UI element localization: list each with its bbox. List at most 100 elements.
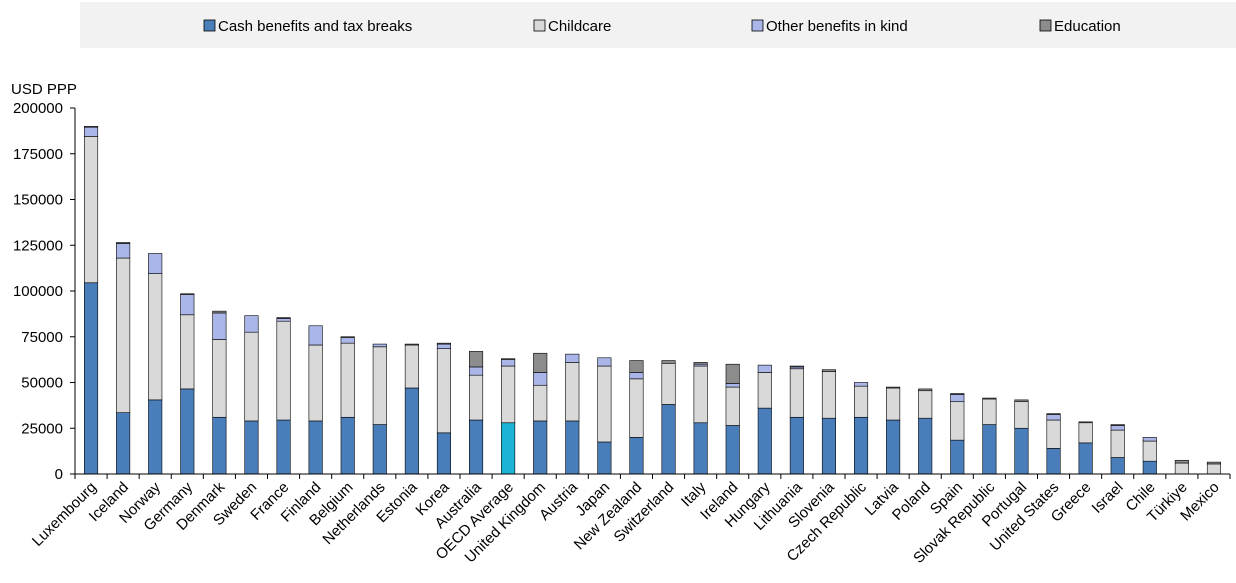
bar-segment-cash-benefits-and-tax-breaks (597, 441, 612, 475)
bar-portugal (1014, 399, 1029, 475)
bar-segment-education (212, 310, 227, 314)
bar-segment-childcare (565, 362, 580, 422)
bar-united-kingdom (533, 352, 548, 475)
legend-item-other-benefits-in-kind: Other benefits in kind (751, 18, 908, 35)
bar-segment-childcare (854, 385, 869, 418)
legend-label: Childcare (548, 18, 611, 35)
bar-segment-other-benefits-in-kind (212, 312, 227, 340)
bar-segment-other-benefits-in-kind (180, 294, 195, 316)
bar-segment-education (693, 362, 708, 365)
bar-segment-education (404, 343, 419, 346)
bar-segment-education (180, 293, 195, 295)
legend-swatch (751, 19, 764, 32)
bar-luxembourg (84, 126, 99, 475)
bar-segment-childcare (757, 372, 772, 409)
bar-segment-education (789, 365, 804, 368)
legend-item-childcare: Childcare (533, 18, 611, 35)
bar-lithuania (789, 365, 804, 475)
bar-segment-cash-benefits-and-tax-breaks (565, 420, 580, 475)
bar-segment-education (661, 360, 676, 364)
bar-segment-other-benefits-in-kind (84, 126, 99, 137)
bar-united-states (1046, 413, 1061, 475)
bar-segment-cash-benefits-and-tax-breaks (821, 417, 836, 475)
y-tick-label: 100000 (13, 283, 63, 300)
bar-segment-education (276, 317, 291, 319)
bar-segment-cash-benefits-and-tax-breaks (340, 416, 355, 475)
bar-segment-other-benefits-in-kind (501, 359, 516, 367)
bar-segment-other-benefits-in-kind (1142, 437, 1157, 442)
bar-segment-childcare (1206, 463, 1221, 475)
bar-segment-cash-benefits-and-tax-breaks (982, 424, 997, 475)
bar-segment-cash-benefits-and-tax-breaks (1046, 448, 1061, 475)
bar-oecd-average (501, 358, 516, 475)
bar-latvia (886, 386, 901, 475)
bar-segment-other-benefits-in-kind (597, 357, 612, 367)
bar-segment-childcare (886, 387, 901, 421)
bar-italy (693, 362, 708, 475)
bar-japan (597, 357, 612, 475)
bar-segment-cash-benefits-and-tax-breaks (372, 424, 387, 475)
y-tick-label: 150000 (13, 192, 63, 209)
bar-segment-cash-benefits-and-tax-breaks (918, 417, 933, 475)
bar-segment-childcare (533, 384, 548, 422)
y-tick-label: 25000 (21, 420, 63, 437)
bar-hungary (757, 364, 772, 475)
bar-ireland (725, 363, 740, 475)
bar-segment-other-benefits-in-kind (854, 382, 869, 387)
x-tick-label: Israel (1089, 479, 1127, 517)
bar-slovak-republic (982, 397, 997, 475)
y-axis-label: USD PPP (11, 81, 77, 98)
legend-swatch (533, 19, 546, 32)
bar-segment-cash-benefits-and-tax-breaks (212, 416, 227, 475)
bar-segment-cash-benefits-and-tax-breaks (148, 399, 163, 475)
bar-segment-cash-benefits-and-tax-breaks (84, 282, 99, 475)
bar-segment-education (918, 388, 933, 392)
bar-turkiye (1174, 459, 1189, 475)
bar-segment-childcare (116, 257, 131, 413)
bar-segment-other-benefits-in-kind (725, 383, 740, 388)
bar-segment-education (886, 386, 901, 389)
bar-korea (436, 342, 451, 475)
bar-segment-education (1206, 461, 1221, 465)
bar-segment-cash-benefits-and-tax-breaks (789, 416, 804, 475)
bar-segment-education (116, 242, 131, 244)
y-tick-label: 50000 (21, 375, 63, 392)
bar-segment-other-benefits-in-kind (308, 325, 323, 346)
y-tick-label: 125000 (13, 237, 63, 254)
bar-segment-childcare (629, 378, 644, 438)
bar-segment-other-benefits-in-kind (629, 372, 644, 380)
bar-segment-other-benefits-in-kind (1110, 425, 1125, 431)
bar-segment-cash-benefits-and-tax-breaks (469, 419, 484, 475)
y-tick-label: 200000 (13, 100, 63, 117)
bar-segment-childcare (1110, 429, 1125, 458)
legend-item-education: Education (1039, 18, 1121, 35)
bar-segment-other-benefits-in-kind (1046, 414, 1061, 421)
bar-segment-cash-benefits-and-tax-breaks (886, 419, 901, 475)
bar-segment-other-benefits-in-kind (244, 315, 259, 333)
bar-segment-cash-benefits-and-tax-breaks (725, 425, 740, 475)
bar-segment-education (1174, 459, 1189, 464)
bar-israel (1110, 424, 1125, 475)
bar-belgium (340, 336, 355, 475)
bar-netherlands (372, 343, 387, 475)
bar-segment-childcare (918, 390, 933, 419)
bar-segment-childcare (1174, 462, 1189, 475)
legend-label: Education (1054, 18, 1121, 35)
legend-label: Cash benefits and tax breaks (218, 18, 412, 35)
bar-segment-education (1046, 413, 1061, 415)
bar-new-zealand (629, 360, 644, 475)
bar-segment-childcare (469, 374, 484, 421)
bar-segment-childcare (693, 365, 708, 424)
bar-segment-education (533, 352, 548, 373)
bar-segment-other-benefits-in-kind (757, 364, 772, 373)
bar-segment-childcare (180, 314, 195, 390)
bar-segment-childcare (148, 273, 163, 401)
bar-segment-cash-benefits-and-tax-breaks (1078, 442, 1093, 475)
bar-denmark (212, 310, 227, 475)
bar-segment-childcare (84, 136, 99, 284)
bar-segment-other-benefits-in-kind (372, 343, 387, 348)
bar-segment-childcare (1046, 419, 1061, 449)
bar-segment-cash-benefits-and-tax-breaks (180, 388, 195, 475)
bar-segment-childcare (950, 401, 965, 441)
bars (84, 126, 1221, 475)
